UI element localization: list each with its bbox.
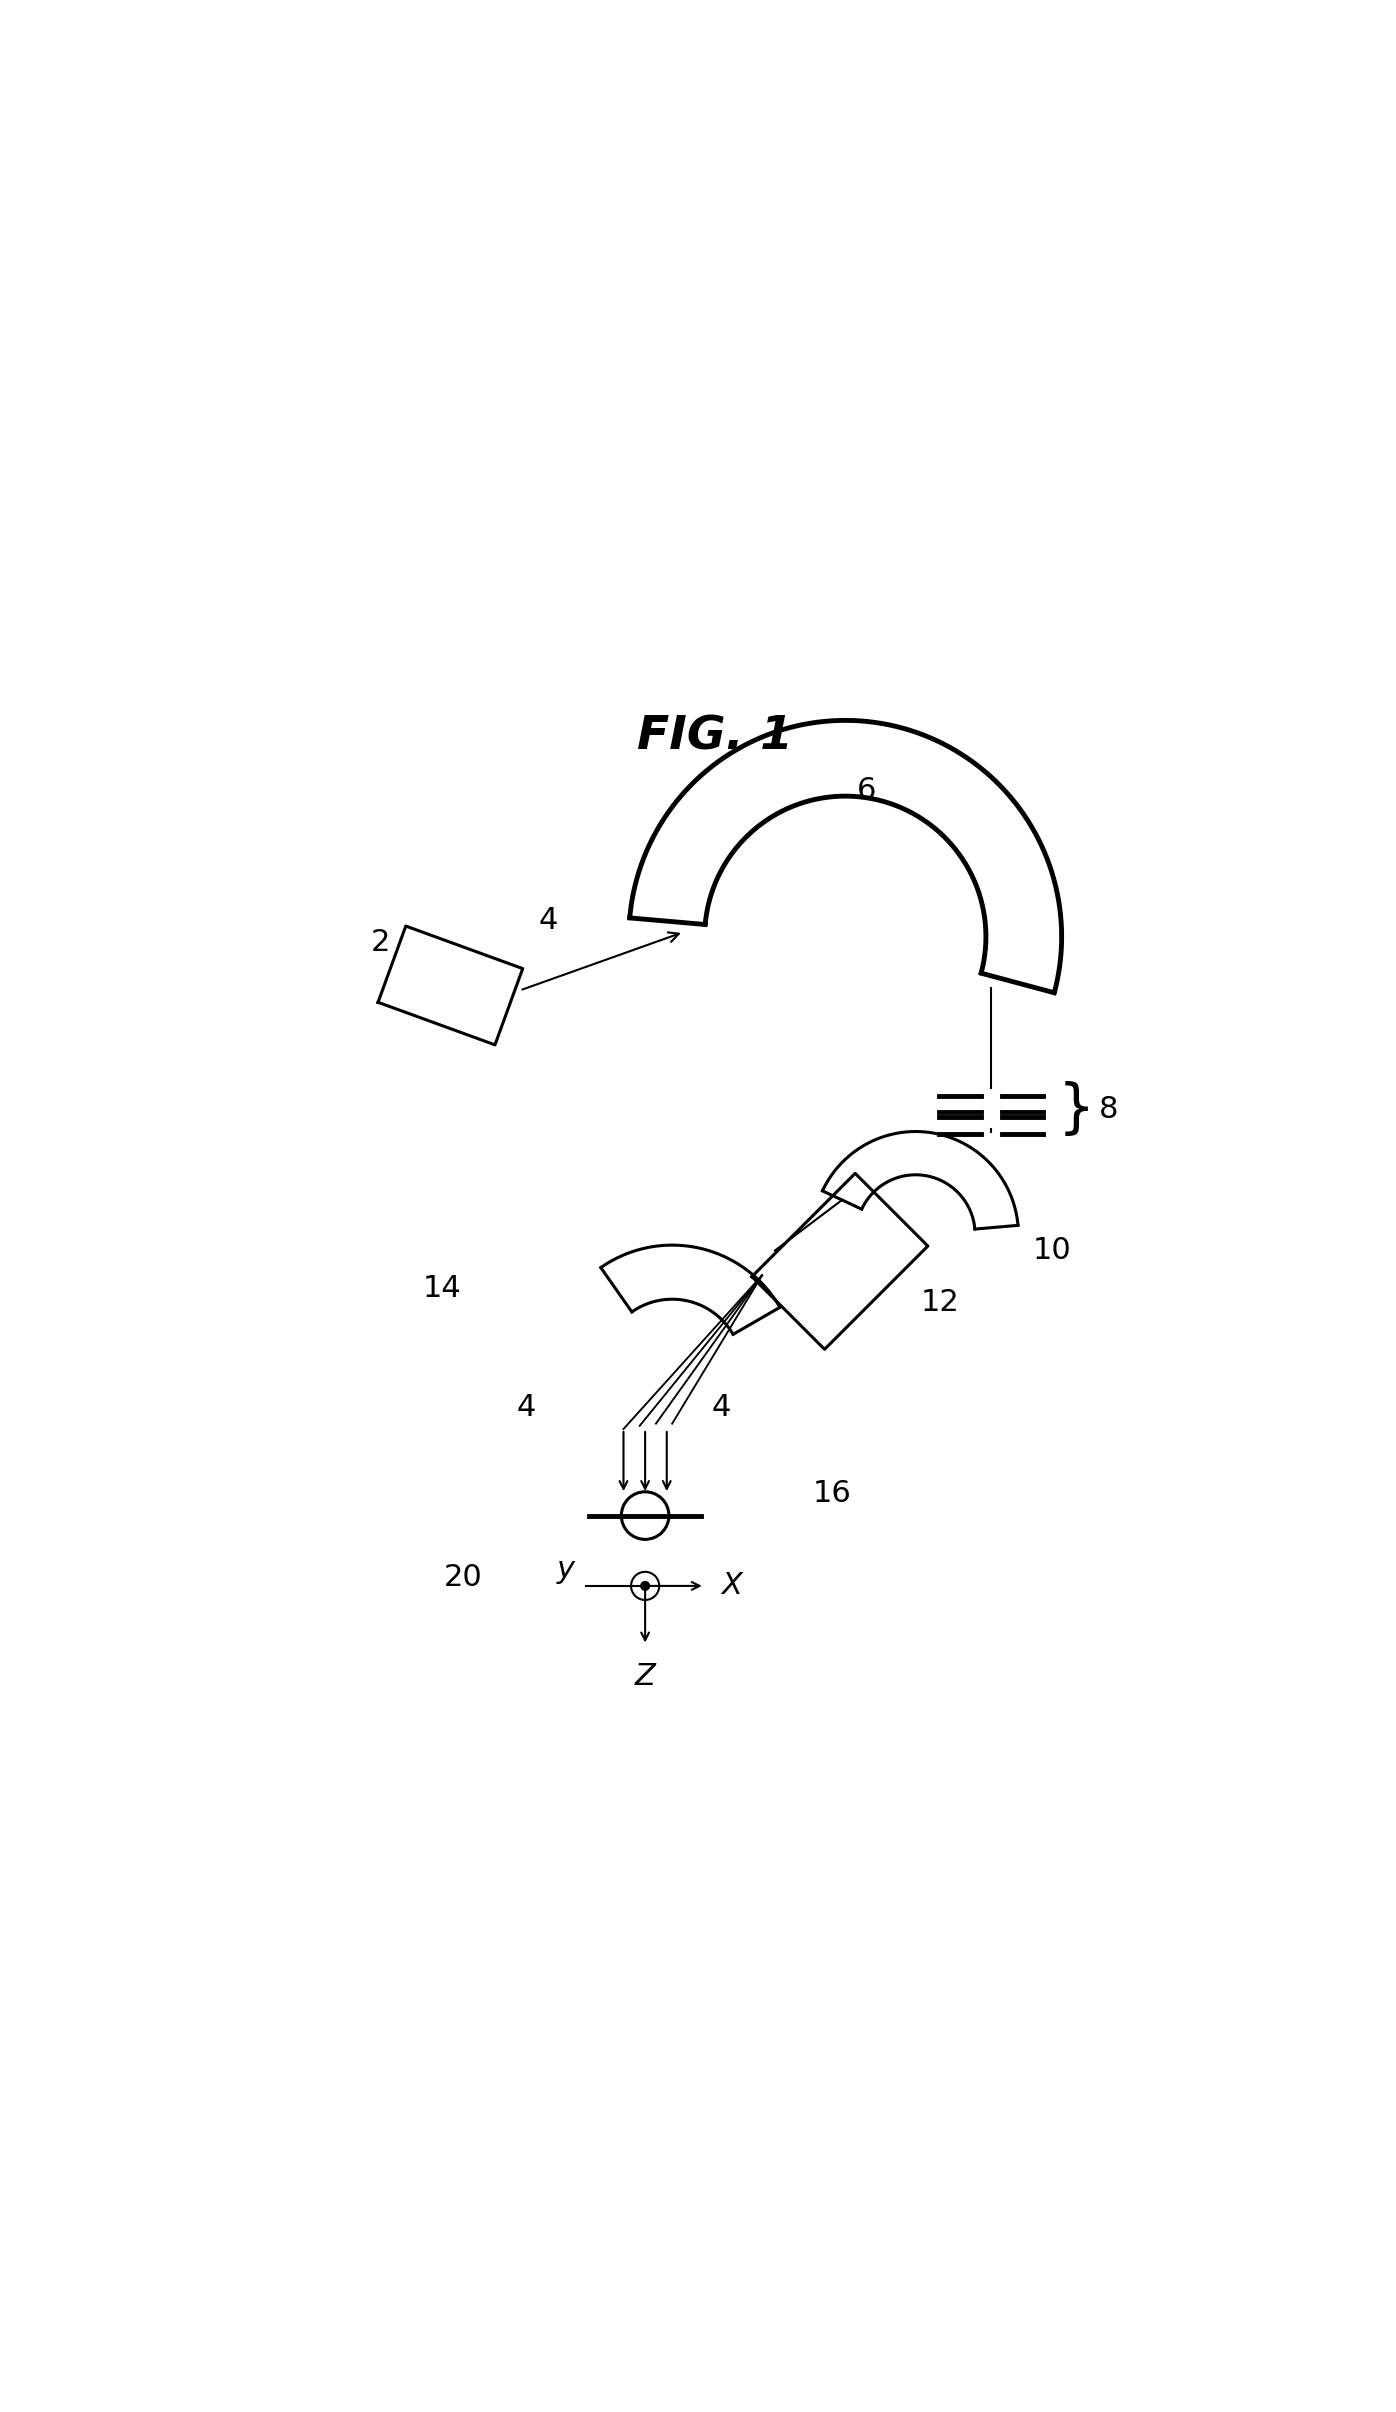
Text: FIG. 1: FIG. 1 — [638, 714, 793, 760]
Text: }: } — [1057, 1081, 1094, 1138]
Text: 6: 6 — [857, 777, 877, 806]
Text: 16: 16 — [812, 1479, 852, 1508]
Text: 12: 12 — [921, 1288, 960, 1317]
Text: 4: 4 — [537, 907, 557, 936]
Text: 2: 2 — [370, 929, 389, 958]
Text: 4: 4 — [517, 1392, 536, 1423]
Text: y: y — [557, 1556, 575, 1585]
Text: Z: Z — [635, 1662, 656, 1691]
Circle shape — [641, 1582, 649, 1590]
Text: 4: 4 — [711, 1392, 730, 1423]
Text: 10: 10 — [1033, 1235, 1071, 1264]
Text: 8: 8 — [1099, 1095, 1118, 1124]
Text: X: X — [720, 1570, 741, 1602]
Text: 20: 20 — [444, 1563, 483, 1592]
Text: 14: 14 — [423, 1274, 461, 1302]
